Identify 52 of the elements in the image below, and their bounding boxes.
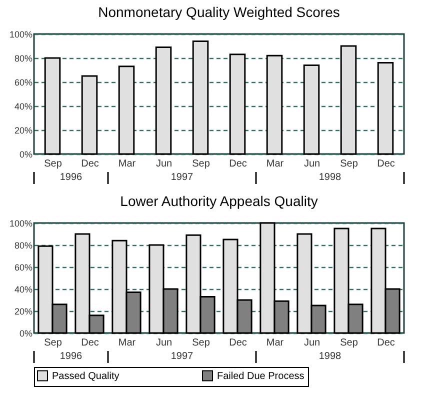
x-tick-label: Sep bbox=[44, 338, 62, 348]
x-tick-label: Dec bbox=[81, 338, 99, 348]
x-tick-label: Sep bbox=[44, 158, 62, 170]
x-tick-label: Dec bbox=[81, 158, 99, 170]
y-tick-label: 0% bbox=[19, 150, 32, 160]
x-tick-label: Dec bbox=[229, 338, 247, 348]
y-tick-label: 40% bbox=[14, 102, 32, 112]
bar bbox=[44, 57, 61, 155]
x-tick-label: Jun bbox=[304, 338, 320, 348]
x-tick-label: Mar bbox=[118, 158, 136, 170]
text: 1996 bbox=[60, 351, 83, 362]
y-tick-label: 80% bbox=[14, 54, 32, 64]
bar bbox=[118, 66, 135, 155]
text: 1998 bbox=[318, 172, 342, 183]
bar bbox=[377, 62, 394, 155]
bar bbox=[303, 64, 320, 155]
bar bbox=[266, 54, 283, 155]
x-tick-label: Jun bbox=[156, 158, 172, 170]
text: 1997 bbox=[170, 172, 194, 183]
chart-title: Nonmonetary Quality Weighted Scores bbox=[98, 4, 340, 20]
chart-title: Lower Authority Appeals Quality bbox=[120, 193, 318, 209]
x-tick-label: Sep bbox=[340, 338, 358, 348]
x-tick-label: Jun bbox=[304, 158, 320, 170]
y-tick-label: 80% bbox=[14, 240, 32, 250]
legend-label: Passed Quality bbox=[52, 370, 120, 382]
x-tick-label: Sep bbox=[192, 158, 210, 170]
legend-label: Failed Due Process bbox=[217, 370, 304, 382]
y-tick-label: 40% bbox=[14, 284, 32, 294]
bar bbox=[192, 40, 209, 155]
bar bbox=[229, 54, 246, 155]
text: 1996 bbox=[60, 172, 83, 183]
x-tick-label: Dec bbox=[377, 338, 395, 348]
x-tick-label: Dec bbox=[377, 158, 395, 170]
y-tick-label: 20% bbox=[14, 126, 32, 136]
y-tick-label: 100% bbox=[9, 30, 32, 40]
x-tick-label: Sep bbox=[340, 158, 358, 170]
bar bbox=[155, 46, 172, 155]
x-tick-label: Mar bbox=[118, 338, 136, 348]
text: 1998 bbox=[318, 351, 342, 362]
x-tick-label: Dec bbox=[229, 158, 247, 170]
x-tick-label: Mar bbox=[266, 338, 284, 348]
bar bbox=[81, 75, 98, 155]
x-tick-label: Sep bbox=[192, 338, 210, 348]
x-tick-label: Jun bbox=[156, 338, 172, 348]
x-tick-label: Mar bbox=[266, 158, 284, 170]
y-tick-label: 100% bbox=[9, 218, 32, 228]
text: 1997 bbox=[170, 351, 194, 362]
y-tick-label: 0% bbox=[19, 328, 32, 338]
bar bbox=[340, 45, 357, 155]
y-tick-label: 60% bbox=[14, 262, 32, 272]
y-tick-label: 60% bbox=[14, 78, 32, 88]
y-tick-label: 20% bbox=[14, 306, 32, 316]
